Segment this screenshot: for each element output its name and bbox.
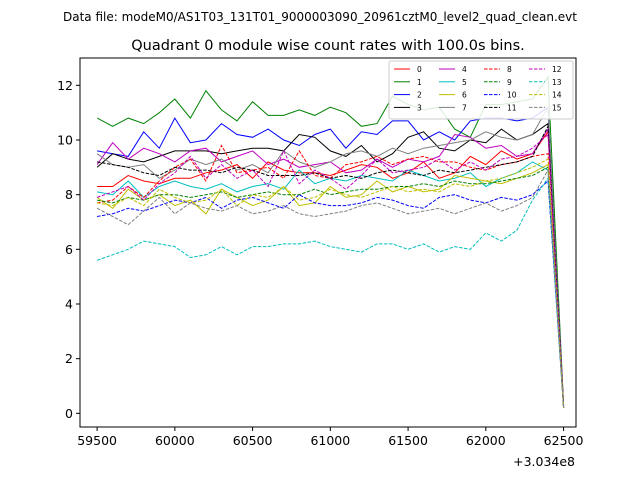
x-tick-label: 61500 [388, 433, 428, 448]
y-tick-label: 2 [65, 351, 73, 366]
y-tick-label: 6 [65, 242, 73, 257]
chart-title: Quadrant 0 module wise count rates with … [131, 38, 525, 54]
legend-label-4: 4 [462, 65, 467, 74]
series-line-7 [96, 105, 565, 408]
legend-label-1: 1 [417, 78, 422, 87]
x-tick-label: 61000 [310, 433, 350, 448]
chart-suptitle: Data file: modeM0/AS1T03_131T01_90000030… [63, 10, 577, 24]
y-tick-label: 0 [65, 406, 73, 421]
y-tick-label: 8 [65, 187, 73, 202]
series-line-11 [97, 124, 565, 408]
legend-label-9: 9 [507, 78, 512, 87]
axes-layer: 59500 60000 60500 61000 61500 62000 62500 0 2 4 6 8… [57, 57, 584, 448]
legend-label-7: 7 [462, 103, 467, 112]
series-line-14 [97, 158, 565, 408]
x-offset-label: +3.034e8 [513, 454, 575, 469]
series-line-9 [97, 166, 565, 408]
legend-label-6: 6 [462, 91, 467, 100]
legend-label-11: 11 [507, 103, 517, 112]
series-line-10 [97, 179, 565, 408]
series-line-3 [96, 122, 565, 408]
series-line-2 [97, 106, 565, 408]
legend-label-2: 2 [417, 91, 422, 100]
legend-label-14: 14 [552, 91, 562, 100]
plot-frame [79, 57, 577, 428]
y-tick-label: 12 [57, 78, 73, 93]
legend-label-10: 10 [507, 91, 517, 100]
series-line-8 [97, 144, 565, 408]
legend-label-12: 12 [552, 65, 562, 74]
series-line-6 [96, 163, 565, 408]
series-layer [96, 75, 565, 408]
series-line-15 [96, 168, 565, 408]
x-tick-label: 60000 [155, 433, 195, 448]
legend-box [388, 60, 574, 120]
legend-label-3: 3 [417, 103, 422, 112]
series-line-12 [96, 133, 565, 408]
x-tick-label: 60500 [233, 433, 273, 448]
legend-label-15: 15 [552, 103, 562, 112]
series-line-13 [96, 176, 565, 408]
legend-label-5: 5 [462, 78, 467, 87]
legend-label-8: 8 [507, 65, 512, 74]
x-tick-label: 62500 [544, 433, 584, 448]
y-tick-label: 4 [65, 297, 73, 312]
x-tick-label: 59500 [77, 433, 117, 448]
x-tick-label: 62000 [466, 433, 506, 448]
y-tick-label: 10 [57, 133, 73, 148]
legend-label-13: 13 [552, 78, 562, 87]
series-line-4 [96, 127, 565, 406]
series-line-5 [97, 161, 565, 408]
legend-label-0: 0 [417, 65, 422, 74]
series-line-0 [97, 130, 565, 406]
series-line-1 [96, 75, 565, 406]
